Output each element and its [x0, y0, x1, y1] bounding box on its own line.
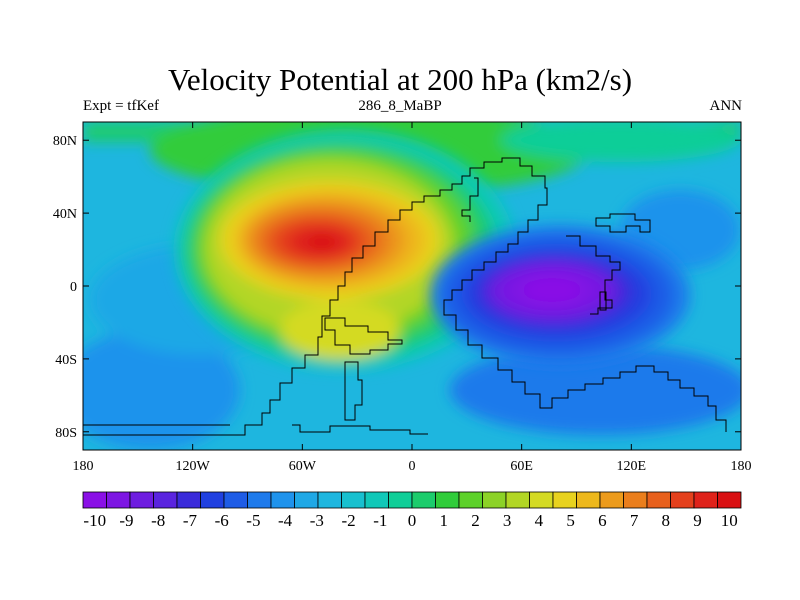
colorbar: -10 -9 -8 -7 -6 -5 -4 -3 -2 -1 0 1 2 3 4 5 6 7 8 9 10: [82, 491, 742, 530]
colorbar-swatch: [482, 491, 507, 509]
colorbar-swatch: [529, 491, 554, 509]
colorbar-swatch: [364, 491, 389, 509]
x-tick-label: 120W: [176, 459, 211, 474]
colorbar-label: 3: [503, 511, 512, 530]
colorbar-label: 0: [408, 511, 417, 530]
x-tick-label: 180: [731, 459, 752, 474]
colorbar-label: -5: [246, 511, 260, 530]
y-tick-label: 40N: [53, 207, 77, 222]
colorbar-swatch: [435, 491, 460, 509]
colorbar-swatch: [106, 491, 131, 509]
colorbar-label: -6: [215, 511, 229, 530]
x-tick-label: 120E: [617, 459, 647, 474]
colorbar-label: -2: [341, 511, 355, 530]
colorbar-label: -7: [183, 511, 198, 530]
y-axis: 80N 40N 0 40S 80S: [53, 134, 741, 441]
colorbar-swatch: [411, 491, 436, 509]
colorbar-swatch: [576, 491, 601, 509]
colorbar-swatch: [599, 491, 624, 509]
colorbar-swatch: [458, 491, 483, 509]
y-tick-label: 80N: [53, 134, 77, 149]
colorbar-swatch: [247, 491, 272, 509]
colorbar-label: 6: [598, 511, 607, 530]
colorbar-swatch: [176, 491, 201, 509]
colorbar-swatch: [623, 491, 648, 509]
colorbar-swatch: [646, 491, 671, 509]
velocity-potential-field: [83, 122, 741, 450]
colorbar-label: 10: [721, 511, 738, 530]
colorbar-label: -9: [119, 511, 133, 530]
colorbar-label: 2: [471, 511, 480, 530]
colorbar-swatch: [341, 491, 366, 509]
colorbar-label: -4: [278, 511, 293, 530]
y-tick-label: 80S: [55, 426, 77, 441]
season-label: ANN: [709, 98, 743, 114]
y-tick-label: 0: [70, 280, 77, 295]
colorbar-label: -3: [310, 511, 324, 530]
colorbar-swatch: [388, 491, 413, 509]
colorbar-label: 5: [566, 511, 575, 530]
colorbar-label: -1: [373, 511, 387, 530]
colorbar-label: 1: [439, 511, 448, 530]
colorbar-label: -8: [151, 511, 165, 530]
colorbar-label: 8: [662, 511, 671, 530]
colorbar-swatch: [153, 491, 178, 509]
x-tick-label: 0: [409, 459, 416, 474]
colorbar-swatch: [670, 491, 695, 509]
colorbar-label: 4: [535, 511, 544, 530]
colorbar-swatch: [129, 491, 154, 509]
colorbar-label: 9: [693, 511, 702, 530]
colorbar-swatch: [270, 491, 295, 509]
x-tick-label: 60E: [510, 459, 533, 474]
colorbar-swatch: [717, 491, 742, 509]
period-label: 286_8_MaBP: [358, 98, 442, 114]
experiment-label: Expt = tfKef: [83, 98, 159, 114]
colorbar-swatch: [82, 491, 107, 509]
x-axis: 180 120W 60W 0 60E 120E 180: [73, 122, 752, 474]
colorbar-swatch: [200, 491, 225, 509]
colorbar-swatch: [693, 491, 718, 509]
colorbar-label: -10: [83, 511, 106, 530]
colorbar-swatch: [294, 491, 319, 509]
colorbar-swatch: [505, 491, 530, 509]
chart-title: Velocity Potential at 200 hPa (km2/s): [167, 62, 633, 97]
colorbar-swatch: [223, 491, 248, 509]
x-tick-label: 180: [73, 459, 94, 474]
colorbar-swatch: [317, 491, 342, 509]
colorbar-swatch: [552, 491, 577, 509]
x-tick-label: 60W: [289, 459, 317, 474]
y-tick-label: 40S: [55, 353, 77, 368]
colorbar-label: 7: [630, 511, 639, 530]
continent-outlines: [83, 157, 727, 436]
